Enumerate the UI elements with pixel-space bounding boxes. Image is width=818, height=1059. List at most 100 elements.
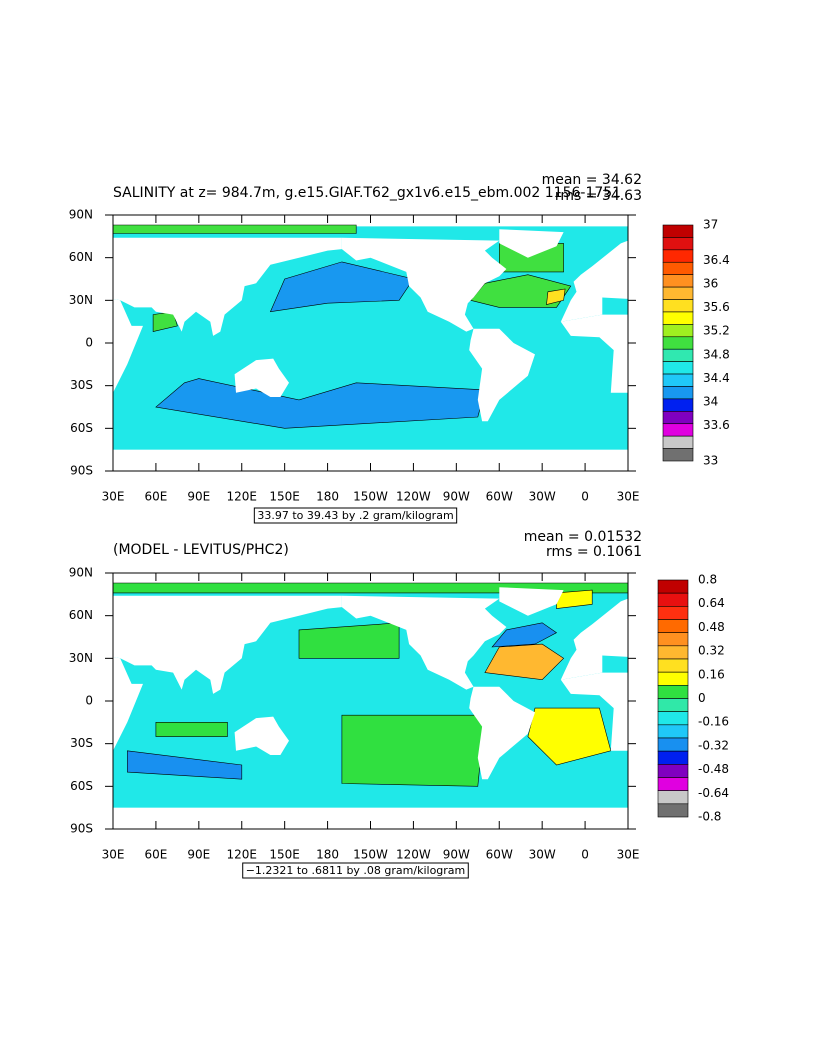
field-patch	[113, 224, 357, 234]
colorbar-box	[662, 448, 694, 462]
colorbar-box	[662, 348, 694, 362]
x-tick-label: 120W	[396, 490, 431, 504]
y-tick-label: 30S	[70, 736, 93, 750]
colorbar-box	[662, 249, 694, 263]
colorbar-box	[657, 698, 689, 712]
colorbar-box	[662, 435, 694, 449]
colorbar-label: 35.6	[703, 300, 730, 314]
field-patch	[341, 714, 486, 787]
x-tick-label: 0	[581, 490, 589, 504]
colorbar-label: 36.4	[703, 253, 730, 267]
x-tick-label: 150E	[269, 490, 300, 504]
colorbar-label: 0.48	[698, 620, 725, 634]
colorbar-label: 34	[703, 395, 718, 409]
land	[234, 716, 289, 755]
colorbar-box	[662, 324, 694, 338]
land	[113, 298, 143, 393]
colorbar-label: -0.64	[698, 786, 729, 800]
field-patch	[527, 707, 612, 766]
map	[113, 224, 628, 450]
colorbar-box	[657, 606, 689, 620]
y-tick-label: 30N	[69, 293, 93, 307]
colorbar-box	[657, 724, 689, 739]
colorbar-box	[662, 386, 694, 400]
panel-title: SALINITY at z= 984.7m, g.e15.GIAF.T62_gx…	[113, 185, 621, 201]
colorbar-box	[662, 274, 694, 288]
land	[499, 229, 564, 258]
colorbar-box	[662, 411, 694, 425]
colorbar-label: 0	[698, 691, 706, 705]
land	[560, 598, 628, 680]
x-tick-label: 60E	[144, 490, 167, 504]
range-box	[242, 862, 469, 879]
y-tick-label: 60S	[70, 421, 93, 435]
y-tick-label: 0	[85, 694, 93, 708]
colorbar-box	[662, 299, 694, 313]
rms-label: rms = 34.63	[555, 188, 642, 204]
land	[341, 237, 507, 332]
colorbar-box	[657, 579, 689, 594]
y-tick-label: 90S	[70, 822, 93, 836]
field-patch	[155, 721, 228, 737]
colorbar-box	[657, 790, 689, 805]
land	[113, 656, 143, 751]
x-tick-label: 30E	[617, 848, 640, 862]
colorbar-box	[657, 645, 689, 660]
y-tick-label: 90N	[69, 566, 93, 580]
colorbar-box	[662, 311, 694, 325]
y-tick-label: 60S	[70, 779, 93, 793]
field-patch	[113, 582, 628, 594]
x-tick-label: 60W	[486, 848, 513, 862]
colorbar-box	[657, 803, 689, 818]
x-tick-label: 90W	[443, 848, 470, 862]
range-label: −1.2321 to .6811 by .08 gram/kilogram	[246, 864, 466, 877]
y-tick-label: 0	[85, 336, 93, 350]
x-tick-label: 150E	[269, 848, 300, 862]
colorbar-label: 0.64	[698, 596, 725, 610]
x-tick-label: 180	[316, 848, 339, 862]
colorbar-box	[662, 373, 694, 387]
x-tick-label: 60W	[486, 490, 513, 504]
land	[499, 587, 564, 616]
colorbar-label: 37	[703, 218, 718, 232]
map	[113, 582, 628, 808]
colorbar-box	[662, 286, 694, 300]
x-tick-label: 30W	[529, 490, 556, 504]
colorbar-label: -0.32	[698, 738, 729, 752]
x-tick-label: 30E	[102, 848, 125, 862]
colorbar-box	[662, 361, 694, 375]
x-tick-label: 30E	[617, 490, 640, 504]
x-tick-label: 150W	[353, 848, 388, 862]
colorbar-label: 33.6	[703, 418, 730, 432]
colorbar-label: -0.16	[698, 715, 729, 729]
land	[341, 595, 507, 690]
field-patch	[546, 288, 566, 305]
range-box	[253, 507, 458, 524]
colorbar-box	[657, 764, 689, 778]
colorbar-box	[657, 619, 689, 633]
panel-title: (MODEL - LEVITUS/PHC2)	[113, 542, 289, 558]
x-tick-label: 90E	[187, 490, 210, 504]
colorbar-label: 0.8	[698, 573, 717, 587]
x-tick-label: 30E	[102, 490, 125, 504]
field-patch	[484, 643, 565, 681]
land	[113, 237, 342, 336]
colorbar-label: 0.32	[698, 644, 725, 658]
colorbar-box	[662, 261, 694, 275]
colorbar-box	[657, 777, 689, 791]
x-tick-label: 120E	[227, 490, 258, 504]
x-tick-label: 60E	[144, 848, 167, 862]
colorbar-label: 36	[703, 277, 718, 291]
x-tick-label: 90E	[187, 848, 210, 862]
colorbar-box	[662, 336, 694, 350]
land	[560, 240, 628, 322]
colorbar-box	[662, 237, 694, 251]
mean-label: mean = 0.01532	[524, 529, 642, 545]
colorbar-label: 34.4	[703, 371, 730, 385]
x-tick-label: 150W	[353, 490, 388, 504]
mean-label: mean = 34.62	[542, 172, 642, 188]
colorbar-box	[657, 671, 689, 686]
field-patch	[491, 622, 558, 648]
colorbar-box	[657, 658, 689, 673]
